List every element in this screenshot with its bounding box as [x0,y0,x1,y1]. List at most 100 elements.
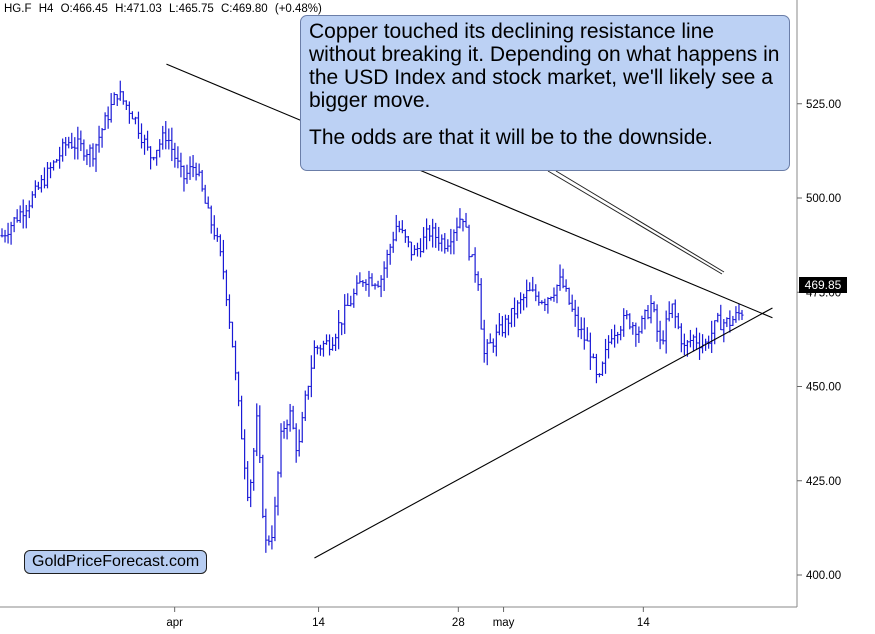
ohlc-bar [497,313,501,336]
annotation-callout: Copper touched its declining resistance … [300,15,790,171]
ohlc-bar [161,125,165,150]
ohlc-bar [464,212,468,228]
ohlc-bar [731,315,735,327]
ohlc-bar [185,164,189,184]
ohlc-bar [191,154,195,178]
ohlc-bar [303,390,307,421]
ohlc-bar [582,317,586,350]
ohlc-bar [212,215,216,240]
ohlc-bar [124,100,128,111]
ohlc-bar [246,461,250,502]
ohlc-bar [428,225,432,242]
ohlc-bar [24,204,28,229]
ohlc-bar [139,123,144,149]
ohlc-bar [576,306,580,338]
ohlc-bar [494,324,498,357]
ohlc-bar [173,142,177,168]
ohlc-bar [0,228,4,238]
ohlc-bar [258,405,262,463]
ohlc-bar [470,254,474,258]
ohlc-bar [585,327,589,342]
ohlc-bar [282,421,286,439]
ohlc-bar [418,238,423,258]
ohlc-bar [476,271,480,291]
brand-watermark: GoldPriceForecast.com [24,550,208,574]
ohlc-bar [640,315,644,334]
ohlc-bar [719,304,723,331]
ohlc-bar [488,333,492,344]
ohlc-bar [337,310,341,350]
ohlc-bar [236,371,241,407]
ohlc-bar [42,167,47,189]
ohlc-bar [355,275,359,296]
ohlc-bar [452,229,456,255]
ohlc-bar [176,146,180,169]
ohlc-bar [182,165,186,192]
ohlc-bar [446,239,450,252]
ohlc-bar [619,325,623,341]
ohlc-bar [33,180,37,198]
ohlc-bar [531,276,535,292]
ohlc-bar [600,361,605,376]
ohlc-bar [58,146,62,169]
timeframe-label: H4 [38,3,54,15]
ohlc-bars [0,80,744,553]
x-tick-label: apr [166,617,183,629]
ohlc-bar [394,214,398,242]
ohlc-bar [722,319,726,343]
ohlc-bar [646,305,650,320]
ohlc-bar [67,136,71,149]
ohlc-bar [694,327,699,351]
ohlc-bar [734,306,738,323]
ohlc-bar [424,218,429,250]
ohlc-bar [73,137,77,160]
ohlc-bar [670,303,674,319]
ohlc-bar [197,163,201,177]
ohlc-bar [376,280,380,288]
ohlc-bar [91,143,95,167]
ohlc-bar [588,332,592,370]
ohlc-bar [561,268,565,289]
ohlc-bar [691,334,696,352]
ohlc-bar [555,284,559,304]
ohlc-bar [291,405,295,430]
ohlc-bar [364,279,368,291]
ohlc-bar [406,236,410,248]
ohlc-bar [15,209,19,223]
ohlc-bar [634,322,638,347]
ohlc-bar [409,241,414,261]
ohlc-bar [312,340,316,369]
ohlc-bar [85,149,89,166]
ohlc-bar [613,324,617,348]
ohlc-bar [51,160,56,171]
ohlc-bar [3,229,7,243]
x-tick-label: may [493,617,515,629]
y-tick-label: 425.00 [806,476,841,488]
ohlc-bar [330,337,335,351]
ohlc-bar [682,333,686,356]
ohlc-bar [658,320,662,350]
ohlc-bar [233,340,238,381]
ohlc-bar [306,385,310,400]
ohlc-bar [255,403,259,457]
ohlc-bar [440,234,444,252]
ohlc-bar [534,284,538,302]
ohlc-bar [279,423,283,478]
ohlc-bar [449,228,453,255]
ohlc-bar [591,353,595,359]
ohlc-bar [358,272,362,284]
ohlc-bar [713,320,717,345]
ohlc-bar [740,309,744,321]
ohlc-bar [340,322,344,336]
ohlc-bar [315,345,320,355]
ohlc-bar [697,332,702,360]
ohlc-bar [309,355,313,398]
ohlc-bar [158,139,162,158]
ohlc-bar [628,313,632,330]
ohlc-bar [327,334,332,356]
ohlc-bar [652,301,656,313]
ohlc-bar [224,269,229,307]
ohlc-bar [76,126,80,160]
ohlc-bar [461,218,465,232]
